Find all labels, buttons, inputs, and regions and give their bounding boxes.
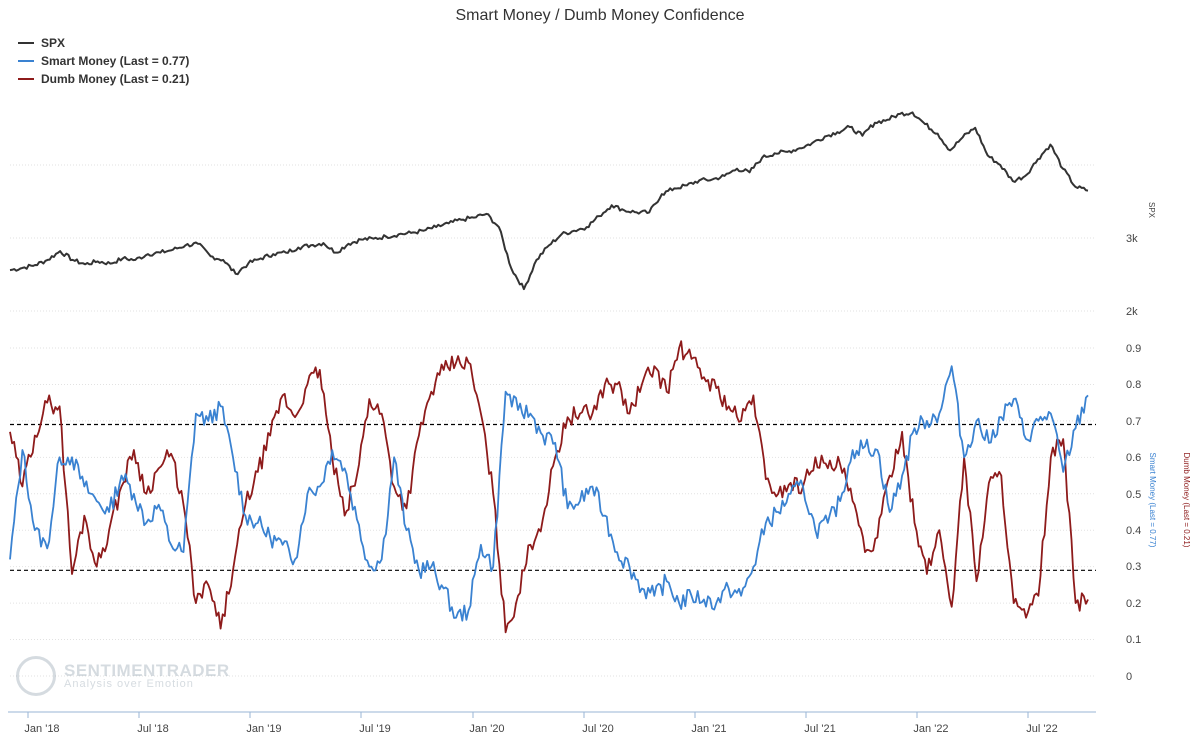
spx-axis-title: SPX: [1147, 202, 1156, 219]
conf-tick-0: 0: [1126, 671, 1132, 683]
legend-swatch-smart-money: [18, 60, 34, 62]
series-line-dumb-money[interactable]: [9, 340, 1089, 634]
series-line-smart-money[interactable]: [9, 365, 1089, 622]
x-tick-label: Jan '20: [469, 723, 504, 735]
x-tick-label: Jan '22: [913, 723, 948, 735]
x-tick-label: Jul '19: [359, 723, 390, 735]
dumb-axis-title: Dumb Money (Last = 0.21): [1182, 453, 1191, 548]
legend-swatch-spx: [18, 42, 34, 44]
legend-label-dumb-money: Dumb Money (Last = 0.21): [41, 72, 190, 86]
conf-tick-0.4: 0.4: [1126, 525, 1141, 537]
x-axis-ticks: Jan '18 Jul '18 Jan '19 Jul '19 Jan '20 Jul '…: [24, 712, 1058, 735]
conf-tick-0.7: 0.7: [1126, 416, 1141, 428]
spx-tick-3k: 3k: [1126, 233, 1138, 245]
watermark-brand: SENTIMENTRADER: [64, 661, 230, 680]
legend-item-dumb-money[interactable]: Dumb Money (Last = 0.21): [18, 70, 189, 88]
legend-label-spx: SPX: [41, 36, 66, 50]
spx-tick-2k: 2k: [1126, 306, 1138, 318]
watermark: SENTIMENTRADER Analysis over Emotion: [16, 656, 230, 696]
legend: SPX Smart Money (Last = 0.77) Dumb Money…: [18, 34, 189, 88]
x-tick-label: Jan '21: [691, 723, 726, 735]
chart-title: Smart Money / Dumb Money Confidence: [455, 7, 745, 24]
x-tick-label: Jan '19: [246, 723, 281, 735]
x-tick-label: Jan '18: [24, 723, 59, 735]
conf-tick-0.9: 0.9: [1126, 343, 1141, 355]
smart-axis-title: Smart Money (Last = 0.77): [1148, 453, 1157, 548]
legend-item-spx[interactable]: SPX: [18, 34, 189, 52]
conf-tick-0.2: 0.2: [1126, 598, 1141, 610]
x-tick-label: Jul '21: [804, 723, 835, 735]
conf-tick-0.1: 0.1: [1126, 634, 1141, 646]
x-tick-label: Jul '20: [582, 723, 613, 735]
watermark-tagline: Analysis over Emotion: [64, 678, 194, 690]
conf-tick-0.6: 0.6: [1126, 452, 1141, 464]
x-tick-label: Jul '18: [137, 723, 168, 735]
x-tick-label: Jul '22: [1026, 723, 1057, 735]
legend-label-smart-money: Smart Money (Last = 0.77): [41, 54, 190, 68]
legend-swatch-dumb-money: [18, 78, 34, 80]
conf-tick-0.8: 0.8: [1126, 379, 1141, 391]
conf-tick-0.5: 0.5: [1126, 489, 1141, 501]
series-line-spx[interactable]: [9, 111, 1089, 291]
watermark-logo-icon: [16, 656, 56, 696]
conf-tick-0.3: 0.3: [1126, 561, 1141, 573]
legend-item-smart-money[interactable]: Smart Money (Last = 0.77): [18, 52, 189, 70]
